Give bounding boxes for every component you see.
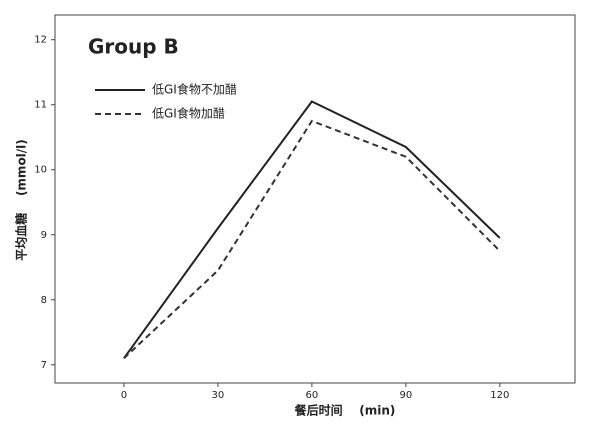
series-line	[123, 100, 501, 359]
x-tick-label: 30	[212, 390, 225, 401]
x-axis-label: 餐后时间 (min)	[295, 403, 396, 418]
y-tick-label: 11	[34, 100, 47, 111]
legend-label: 低GI食物加醋	[152, 106, 225, 121]
series-line	[123, 119, 501, 360]
y-tick-label: 8	[41, 295, 47, 306]
plot-frame	[54, 14, 576, 384]
legend-label: 低GI食物不加醋	[152, 82, 237, 97]
y-tick-label: 7	[41, 360, 47, 371]
chart-title: Group B	[88, 35, 179, 59]
y-axis-label: 平均血糖 (mmol/l)	[14, 139, 29, 261]
y-tick-label: 12	[34, 35, 47, 46]
x-tick-label: 0	[121, 390, 127, 401]
x-tick-label: 60	[306, 390, 319, 401]
x-tick-label: 120	[490, 390, 509, 401]
y-tick-label: 10	[34, 165, 47, 176]
x-tick-label: 90	[399, 390, 412, 401]
y-tick-label: 9	[41, 230, 47, 241]
